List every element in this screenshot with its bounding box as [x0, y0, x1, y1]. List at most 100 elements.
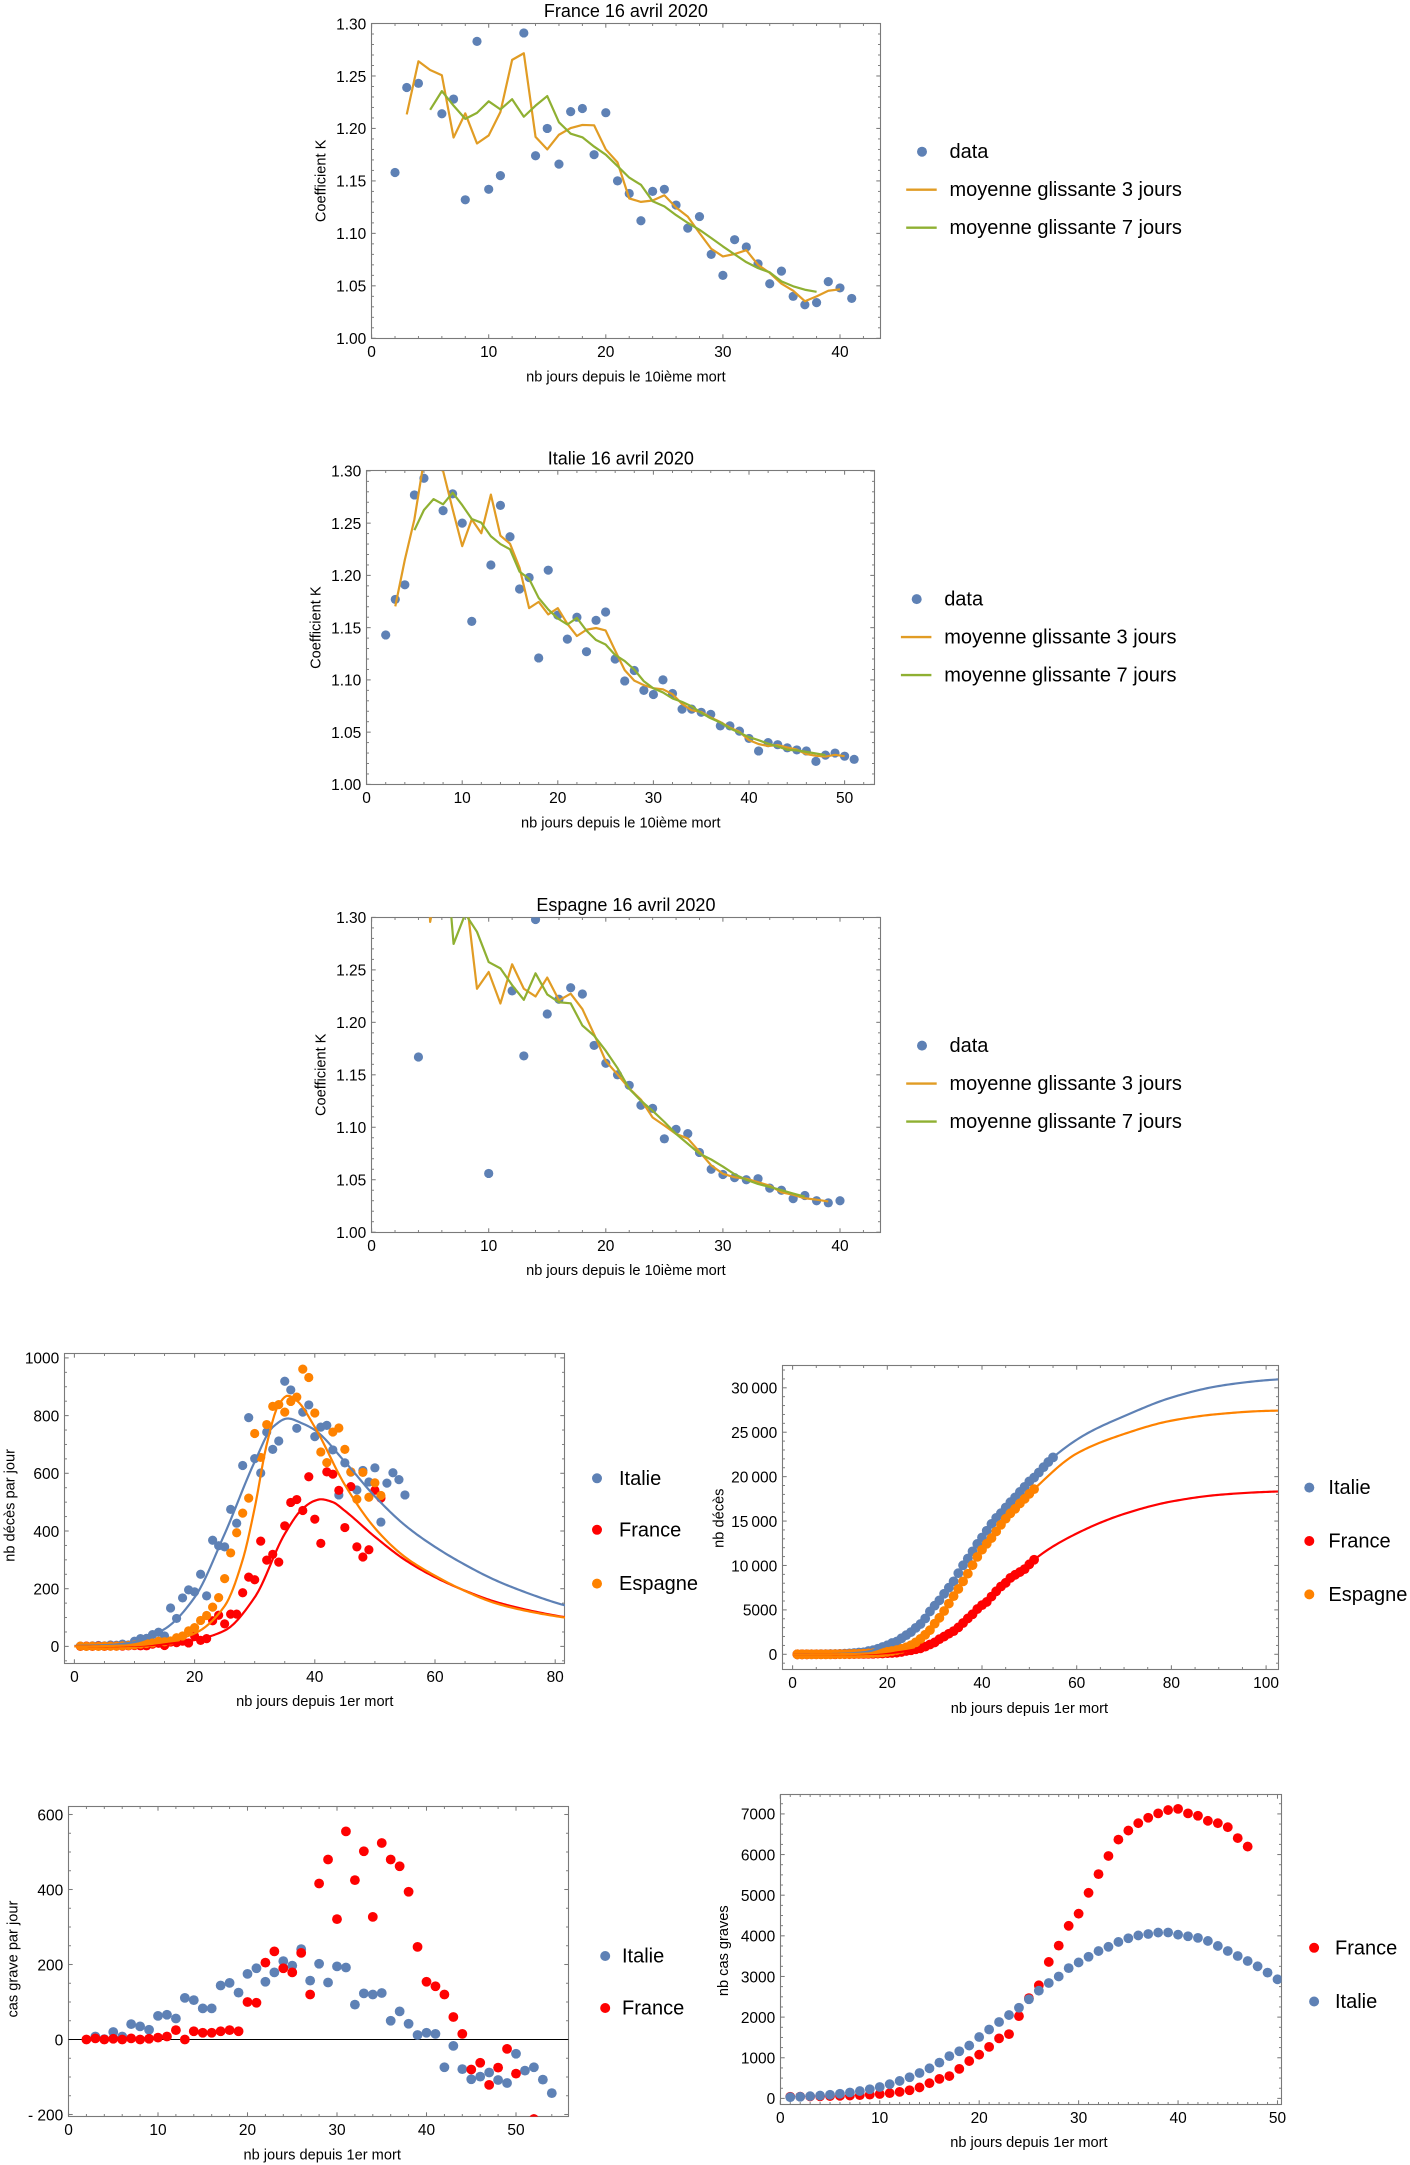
svg-text:25 000: 25 000: [731, 1425, 778, 1442]
svg-text:1.00: 1.00: [336, 331, 367, 348]
svg-text:nb jours depuis 1er mort: nb jours depuis 1er mort: [950, 2135, 1107, 2151]
svg-text:400: 400: [37, 1882, 63, 1899]
svg-text:moyenne glissante 3 jours: moyenne glissante 3 jours: [950, 179, 1182, 201]
svg-text:10 000: 10 000: [731, 1558, 778, 1575]
svg-text:600: 600: [33, 1466, 59, 1483]
svg-text:0: 0: [788, 1675, 797, 1692]
svg-text:40: 40: [1169, 2110, 1187, 2127]
svg-text:80: 80: [547, 1669, 565, 1686]
svg-text:20: 20: [597, 1238, 615, 1255]
svg-text:30 000: 30 000: [731, 1381, 778, 1398]
svg-text:data: data: [950, 1035, 990, 1057]
svg-text:10: 10: [480, 344, 498, 361]
svg-text:10: 10: [149, 2122, 167, 2139]
svg-text:3000: 3000: [741, 1969, 776, 1986]
svg-text:20: 20: [971, 2110, 989, 2127]
svg-text:1.30: 1.30: [336, 910, 367, 927]
svg-text:40: 40: [831, 344, 849, 361]
svg-text:30: 30: [645, 790, 663, 807]
svg-text:50: 50: [507, 2122, 525, 2139]
svg-text:nb cas graves: nb cas graves: [716, 1905, 732, 1996]
svg-text:0: 0: [51, 1639, 60, 1656]
svg-text:1.20: 1.20: [336, 1015, 367, 1032]
svg-text:0: 0: [367, 344, 376, 361]
svg-text:Italie: Italie: [619, 1468, 661, 1490]
svg-text:nb décès: nb décès: [712, 1489, 728, 1548]
svg-text:Coefficient K: Coefficient K: [314, 1033, 330, 1116]
svg-text:1.00: 1.00: [336, 1225, 367, 1242]
svg-text:- 200: - 200: [28, 2107, 64, 2124]
svg-text:600: 600: [37, 1807, 63, 1824]
svg-text:1.25: 1.25: [336, 69, 366, 86]
svg-text:nb jours depuis le 10ième mort: nb jours depuis le 10ième mort: [521, 815, 721, 831]
svg-text:40: 40: [740, 790, 758, 807]
svg-text:5000: 5000: [741, 1888, 776, 1905]
svg-text:nb jours depuis 1er mort: nb jours depuis 1er mort: [236, 1694, 393, 1710]
svg-text:Coefficient K: Coefficient K: [309, 586, 325, 669]
svg-text:0: 0: [64, 2122, 73, 2139]
svg-text:50: 50: [836, 790, 854, 807]
svg-text:20: 20: [549, 790, 567, 807]
svg-text:0: 0: [367, 1238, 376, 1255]
svg-text:data: data: [950, 141, 990, 163]
svg-text:1.30: 1.30: [331, 464, 362, 481]
svg-text:0: 0: [767, 2091, 776, 2108]
svg-text:Espagne: Espagne: [619, 1573, 698, 1595]
svg-text:Italie: Italie: [1328, 1477, 1370, 1499]
svg-text:40: 40: [418, 2122, 436, 2139]
svg-text:30: 30: [1070, 2110, 1088, 2127]
svg-text:Italie: Italie: [622, 1946, 664, 1968]
svg-text:20 000: 20 000: [731, 1469, 778, 1486]
svg-text:40: 40: [831, 1238, 849, 1255]
svg-text:nb jours depuis 1er mort: nb jours depuis 1er mort: [951, 1701, 1108, 1717]
svg-text:20: 20: [879, 1675, 897, 1692]
svg-text:1000: 1000: [741, 2051, 776, 2068]
svg-text:0: 0: [70, 1669, 79, 1686]
svg-text:nb jours depuis le 10ième mort: nb jours depuis le 10ième mort: [526, 369, 726, 385]
svg-text:15 000: 15 000: [731, 1514, 778, 1531]
svg-text:moyenne glissante 7 jours: moyenne glissante 7 jours: [950, 1111, 1182, 1133]
svg-text:6000: 6000: [741, 1847, 776, 1864]
svg-text:1.05: 1.05: [331, 725, 361, 742]
svg-text:20: 20: [239, 2122, 257, 2139]
svg-text:France: France: [1328, 1531, 1390, 1553]
svg-text:10: 10: [480, 1238, 498, 1255]
svg-text:moyenne glissante 7 jours: moyenne glissante 7 jours: [950, 217, 1182, 239]
svg-text:800: 800: [33, 1408, 59, 1425]
svg-text:30: 30: [328, 2122, 346, 2139]
svg-text:moyenne glissante 3 jours: moyenne glissante 3 jours: [950, 1073, 1182, 1095]
svg-text:Espagne: Espagne: [1328, 1584, 1407, 1606]
svg-text:2000: 2000: [741, 2010, 776, 2027]
svg-text:1.20: 1.20: [336, 121, 367, 138]
svg-text:nb jours depuis 1er mort: nb jours depuis 1er mort: [244, 2148, 401, 2164]
svg-text:Coefficient K: Coefficient K: [314, 139, 330, 222]
svg-text:20: 20: [597, 344, 615, 361]
svg-text:5000: 5000: [743, 1603, 778, 1620]
svg-text:Italie: Italie: [1335, 1991, 1377, 2013]
svg-text:4000: 4000: [741, 1929, 776, 1946]
svg-text:0: 0: [769, 1647, 778, 1664]
svg-text:40: 40: [306, 1669, 324, 1686]
svg-text:200: 200: [33, 1582, 59, 1599]
svg-text:1.20: 1.20: [331, 568, 362, 585]
svg-text:40: 40: [973, 1675, 991, 1692]
svg-text:60: 60: [426, 1669, 444, 1686]
svg-text:0: 0: [776, 2110, 785, 2127]
svg-text:1.25: 1.25: [336, 963, 366, 980]
svg-text:10: 10: [454, 790, 472, 807]
svg-text:cas grave par jour: cas grave par jour: [6, 1901, 22, 2018]
svg-text:Espagne 16 avril 2020: Espagne 16 avril 2020: [536, 895, 715, 915]
svg-text:1.15: 1.15: [336, 1068, 366, 1085]
svg-text:1.10: 1.10: [336, 1120, 367, 1137]
svg-text:0: 0: [55, 2032, 64, 2049]
svg-text:France: France: [622, 1998, 684, 2020]
svg-text:0: 0: [362, 790, 371, 807]
svg-text:1.15: 1.15: [336, 174, 366, 191]
svg-text:moyenne glissante 7 jours: moyenne glissante 7 jours: [944, 665, 1176, 687]
svg-text:20: 20: [186, 1669, 204, 1686]
svg-text:Italie 16 avril 2020: Italie 16 avril 2020: [548, 448, 694, 468]
svg-text:France 16 avril 2020: France 16 avril 2020: [544, 1, 708, 21]
svg-text:1.05: 1.05: [336, 279, 366, 296]
svg-text:60: 60: [1068, 1675, 1086, 1692]
svg-text:nb décès par jour: nb décès par jour: [2, 1449, 18, 1562]
